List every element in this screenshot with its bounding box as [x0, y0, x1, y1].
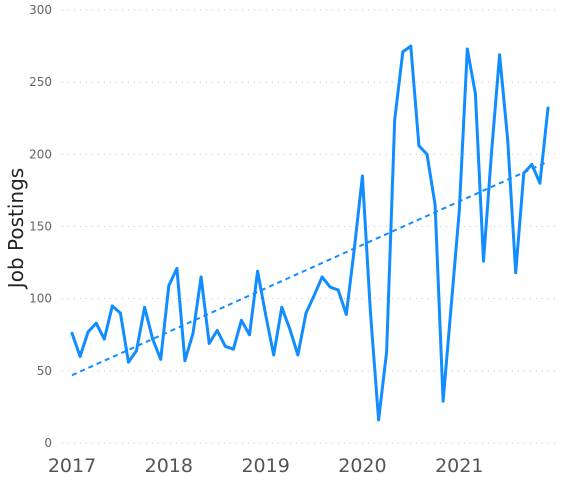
data-point-2021-04	[482, 259, 485, 263]
trend-layer	[71, 160, 549, 377]
data-point-2019-05	[296, 353, 300, 357]
data-point-2017-05	[102, 337, 106, 341]
data-point-2020-11	[441, 399, 445, 403]
data-point-2019-06	[304, 311, 308, 315]
data-point-2019-04	[288, 327, 292, 331]
data-point-2017-08	[127, 360, 130, 364]
data-point-2021-01	[457, 209, 461, 213]
trend-line	[71, 160, 549, 377]
data-point-2020-12	[449, 304, 453, 308]
data-point-2018-09	[231, 347, 235, 351]
data-point-2018-08	[223, 344, 227, 348]
x-tick-label: 2017	[48, 455, 96, 477]
data-point-2020-09	[425, 152, 429, 156]
y-tick-label: 0	[44, 436, 52, 450]
data-point-2017-11	[151, 337, 155, 341]
y-tick-label: 200	[29, 147, 52, 161]
x-tick-label: 2018	[145, 455, 193, 477]
y-tick-label: 50	[37, 364, 52, 378]
data-point-2021-09	[522, 171, 526, 175]
data-point-2018-06	[207, 342, 211, 345]
y-tick-label: 300	[29, 3, 52, 17]
data-point-2017-01	[70, 331, 74, 335]
x-tick-label: 2020	[338, 455, 386, 477]
x-tick-label: 2019	[241, 455, 289, 477]
data-point-2018-10	[240, 318, 243, 322]
data-point-2019-03	[280, 305, 284, 309]
data-point-2019-09	[328, 285, 332, 289]
data-point-2017-03	[86, 330, 90, 334]
data-point-2021-10	[530, 163, 534, 166]
data-point-2018-04	[191, 331, 195, 335]
data-point-2020-03	[377, 418, 380, 422]
x-tick-label: 2021	[435, 455, 483, 477]
data-point-2018-01	[167, 284, 171, 288]
data-point-2019-11	[344, 313, 348, 316]
data-point-2017-09	[135, 349, 138, 353]
data-point-2017-06	[110, 304, 114, 308]
data-point-2021-12	[546, 106, 550, 110]
data-point-2020-05	[393, 118, 397, 122]
data-point-2017-07	[119, 311, 122, 315]
data-point-2018-02	[175, 266, 179, 270]
data-point-2020-01	[361, 174, 364, 178]
data-point-2019-10	[336, 288, 340, 292]
data-point-2017-10	[143, 305, 147, 309]
data-point-2020-08	[417, 144, 421, 148]
data-point-2018-05	[199, 275, 203, 279]
data-point-2017-04	[94, 321, 98, 325]
data-point-2018-03	[183, 359, 187, 363]
data-point-2021-03	[473, 92, 477, 96]
data-point-2019-02	[272, 353, 276, 357]
y-axis-label: Job Postings	[4, 168, 28, 290]
data-point-2019-12	[352, 246, 356, 250]
data-point-2020-04	[385, 350, 389, 354]
data-point-2021-05	[490, 151, 493, 155]
data-point-2020-10	[433, 203, 437, 207]
data-point-2018-07	[215, 329, 219, 332]
series-layer	[70, 44, 550, 422]
y-axis-ticks: 0 50 100 150 200 250 300	[29, 3, 52, 450]
data-point-2019-01	[264, 313, 268, 316]
y-tick-label: 100	[29, 292, 52, 306]
data-point-2020-02	[369, 311, 372, 315]
data-point-2021-08	[514, 271, 518, 275]
data-point-2020-07	[409, 44, 413, 48]
y-tick-label: 250	[29, 75, 52, 89]
data-point-2020-06	[401, 50, 405, 54]
series-line	[70, 44, 550, 422]
data-point-2019-08	[320, 275, 324, 279]
data-point-2021-06	[498, 53, 501, 57]
x-axis-ticks: 2017 2018 2019 2020 2021	[48, 455, 484, 477]
data-point-2021-02	[465, 47, 469, 51]
data-point-2019-07	[312, 294, 316, 298]
data-point-2018-11	[248, 333, 251, 337]
data-point-2017-12	[159, 357, 163, 361]
data-point-2021-07	[506, 138, 510, 142]
data-point-2018-12	[256, 269, 259, 273]
y-tick-label: 150	[29, 220, 52, 234]
data-point-2017-02	[78, 355, 82, 358]
data-point-2021-11	[538, 181, 542, 185]
